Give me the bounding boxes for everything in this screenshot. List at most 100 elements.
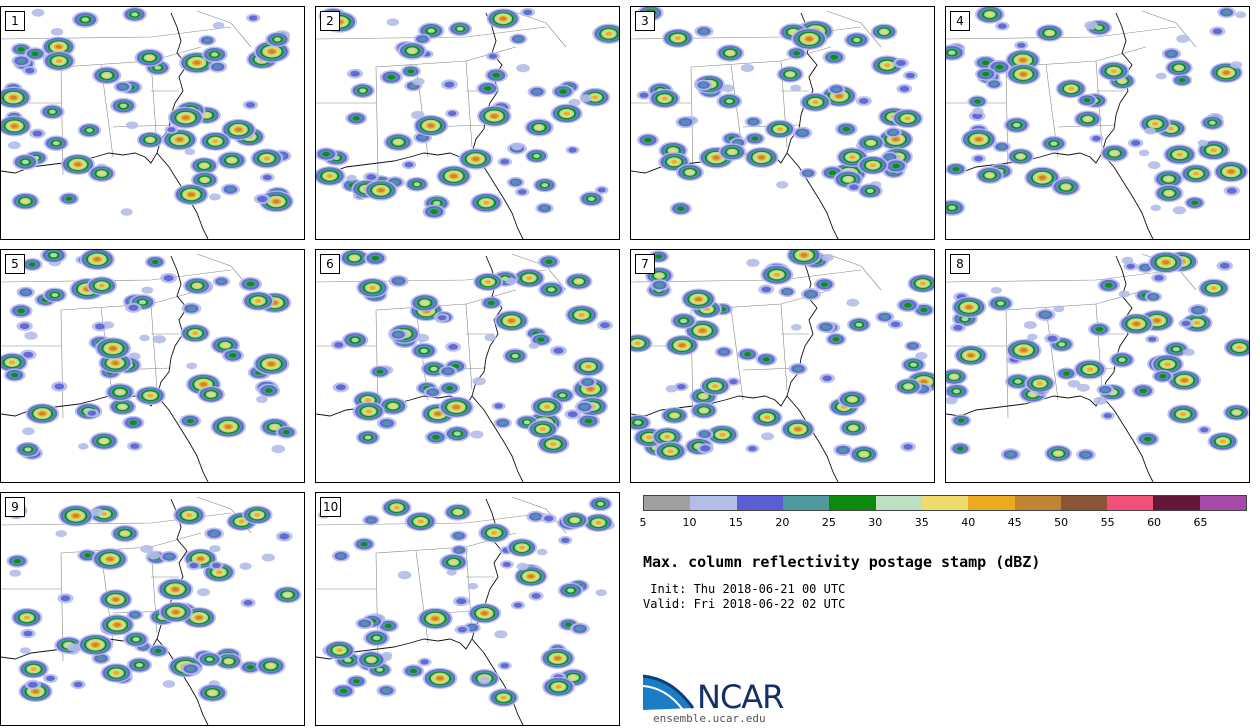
reflectivity-cell	[761, 286, 771, 293]
reflectivity-cell	[387, 74, 396, 80]
reflectivity-cell	[1165, 191, 1173, 196]
reflectivity-cell	[10, 95, 17, 100]
ensemble-member-panel: 3	[630, 6, 935, 240]
reflectivity-cell	[254, 513, 261, 517]
reflectivity-cell	[695, 297, 702, 302]
reflectivity-cell	[661, 96, 668, 101]
reflectivity-cell	[511, 143, 523, 151]
reflectivity-cell	[131, 12, 138, 17]
reflectivity-cell	[455, 547, 463, 553]
reflectivity-cell	[19, 323, 30, 330]
reflectivity-cell	[920, 307, 928, 313]
colorbar-tick-label: 60	[1147, 516, 1162, 529]
reflectivity-cell	[567, 411, 578, 418]
reflectivity-cell	[434, 411, 441, 416]
reflectivity-cell	[472, 377, 486, 386]
website-url[interactable]: ensemble.ucar.edu	[653, 712, 766, 725]
reflectivity-cell	[31, 51, 39, 56]
reflectivity-cell	[559, 393, 566, 398]
ncar-logo-icon	[643, 674, 695, 711]
reflectivity-cell	[508, 318, 515, 323]
reflectivity-cell	[271, 444, 286, 454]
reflectivity-cell	[665, 385, 678, 393]
reflectivity-cell	[513, 602, 523, 608]
reflectivity-cell	[209, 193, 221, 201]
reflectivity-map	[1, 496, 302, 725]
reflectivity-cell	[883, 63, 891, 68]
reflectivity-cell	[206, 657, 213, 662]
reflectivity-cell	[154, 648, 162, 654]
reflectivity-cell	[821, 324, 830, 330]
reflectivity-cell	[1178, 78, 1186, 83]
reflectivity-cell	[339, 688, 348, 694]
reflectivity-cell	[94, 257, 101, 262]
reflectivity-cell	[523, 420, 531, 425]
reflectivity-cell	[364, 435, 372, 440]
reflectivity-cell	[804, 170, 812, 176]
reflectivity-cell	[141, 286, 154, 294]
reflectivity-cell	[113, 671, 120, 675]
reflectivity-cell	[1101, 387, 1109, 392]
reflectivity-cell	[1149, 294, 1158, 300]
reflectivity-cell	[404, 162, 414, 168]
reflectivity-cell	[1219, 262, 1230, 269]
reflectivity-cell	[1092, 135, 1101, 142]
reflectivity-cell	[1176, 152, 1183, 157]
reflectivity-cell	[1193, 171, 1200, 176]
reflectivity-cell	[762, 357, 770, 362]
reflectivity-cell	[23, 630, 33, 637]
reflectivity-cell	[456, 598, 467, 605]
reflectivity-cell	[749, 119, 758, 124]
reflectivity-cell	[1210, 148, 1217, 153]
reflectivity-cell	[846, 298, 860, 307]
reflectivity-cell	[561, 537, 570, 543]
reflectivity-cell	[832, 86, 841, 92]
reflectivity-cell	[855, 322, 863, 327]
reflectivity-cell	[467, 582, 479, 590]
reflectivity-cell	[24, 447, 32, 452]
reflectivity-cell	[997, 23, 1007, 29]
reflectivity-cell	[904, 116, 911, 121]
reflectivity-cell	[267, 663, 275, 668]
reflectivity-cell	[536, 548, 548, 556]
reflectivity-cell	[225, 659, 232, 664]
reflectivity-cell	[109, 346, 117, 351]
reflectivity-cell	[418, 135, 427, 141]
reflectivity-cell	[248, 15, 258, 21]
reflectivity-cell	[1138, 149, 1150, 157]
reflectivity-map	[631, 7, 924, 239]
reflectivity-cell	[547, 287, 555, 292]
reflectivity-cell	[763, 415, 771, 420]
reflectivity-cell	[1104, 283, 1113, 288]
reflectivity-cell	[188, 192, 195, 197]
reflectivity-cell	[360, 542, 368, 547]
reflectivity-cell	[1172, 347, 1180, 352]
reflectivity-cell	[106, 557, 114, 561]
reflectivity-cell	[201, 163, 208, 168]
member-number-label: 10	[320, 497, 342, 517]
reflectivity-cell	[9, 569, 22, 577]
reflectivity-cell	[52, 141, 60, 146]
reflectivity-cell	[746, 258, 760, 267]
reflectivity-cell	[644, 137, 652, 143]
member-number-label: 1	[5, 11, 25, 31]
reflectivity-cell	[368, 657, 375, 662]
ensemble-member-panel: 2	[315, 6, 620, 240]
reflectivity-cell	[903, 443, 913, 450]
reflectivity-cell	[55, 59, 63, 63]
reflectivity-cell	[1210, 286, 1217, 291]
reflectivity-cell	[545, 259, 553, 264]
reflectivity-cell	[793, 51, 800, 56]
reflectivity-cell	[209, 690, 217, 695]
reflectivity-cell	[531, 514, 540, 520]
reflectivity-cell	[268, 362, 275, 366]
reflectivity-cell	[579, 94, 592, 102]
reflectivity-cell	[31, 8, 45, 17]
reflectivity-cell	[472, 157, 479, 161]
reflectivity-cell	[1230, 61, 1243, 69]
reflectivity-cell	[975, 137, 982, 142]
reflectivity-cell	[583, 379, 592, 385]
reflectivity-cell	[8, 360, 16, 365]
reflectivity-cell	[656, 273, 663, 278]
reflectivity-cell	[417, 519, 424, 524]
